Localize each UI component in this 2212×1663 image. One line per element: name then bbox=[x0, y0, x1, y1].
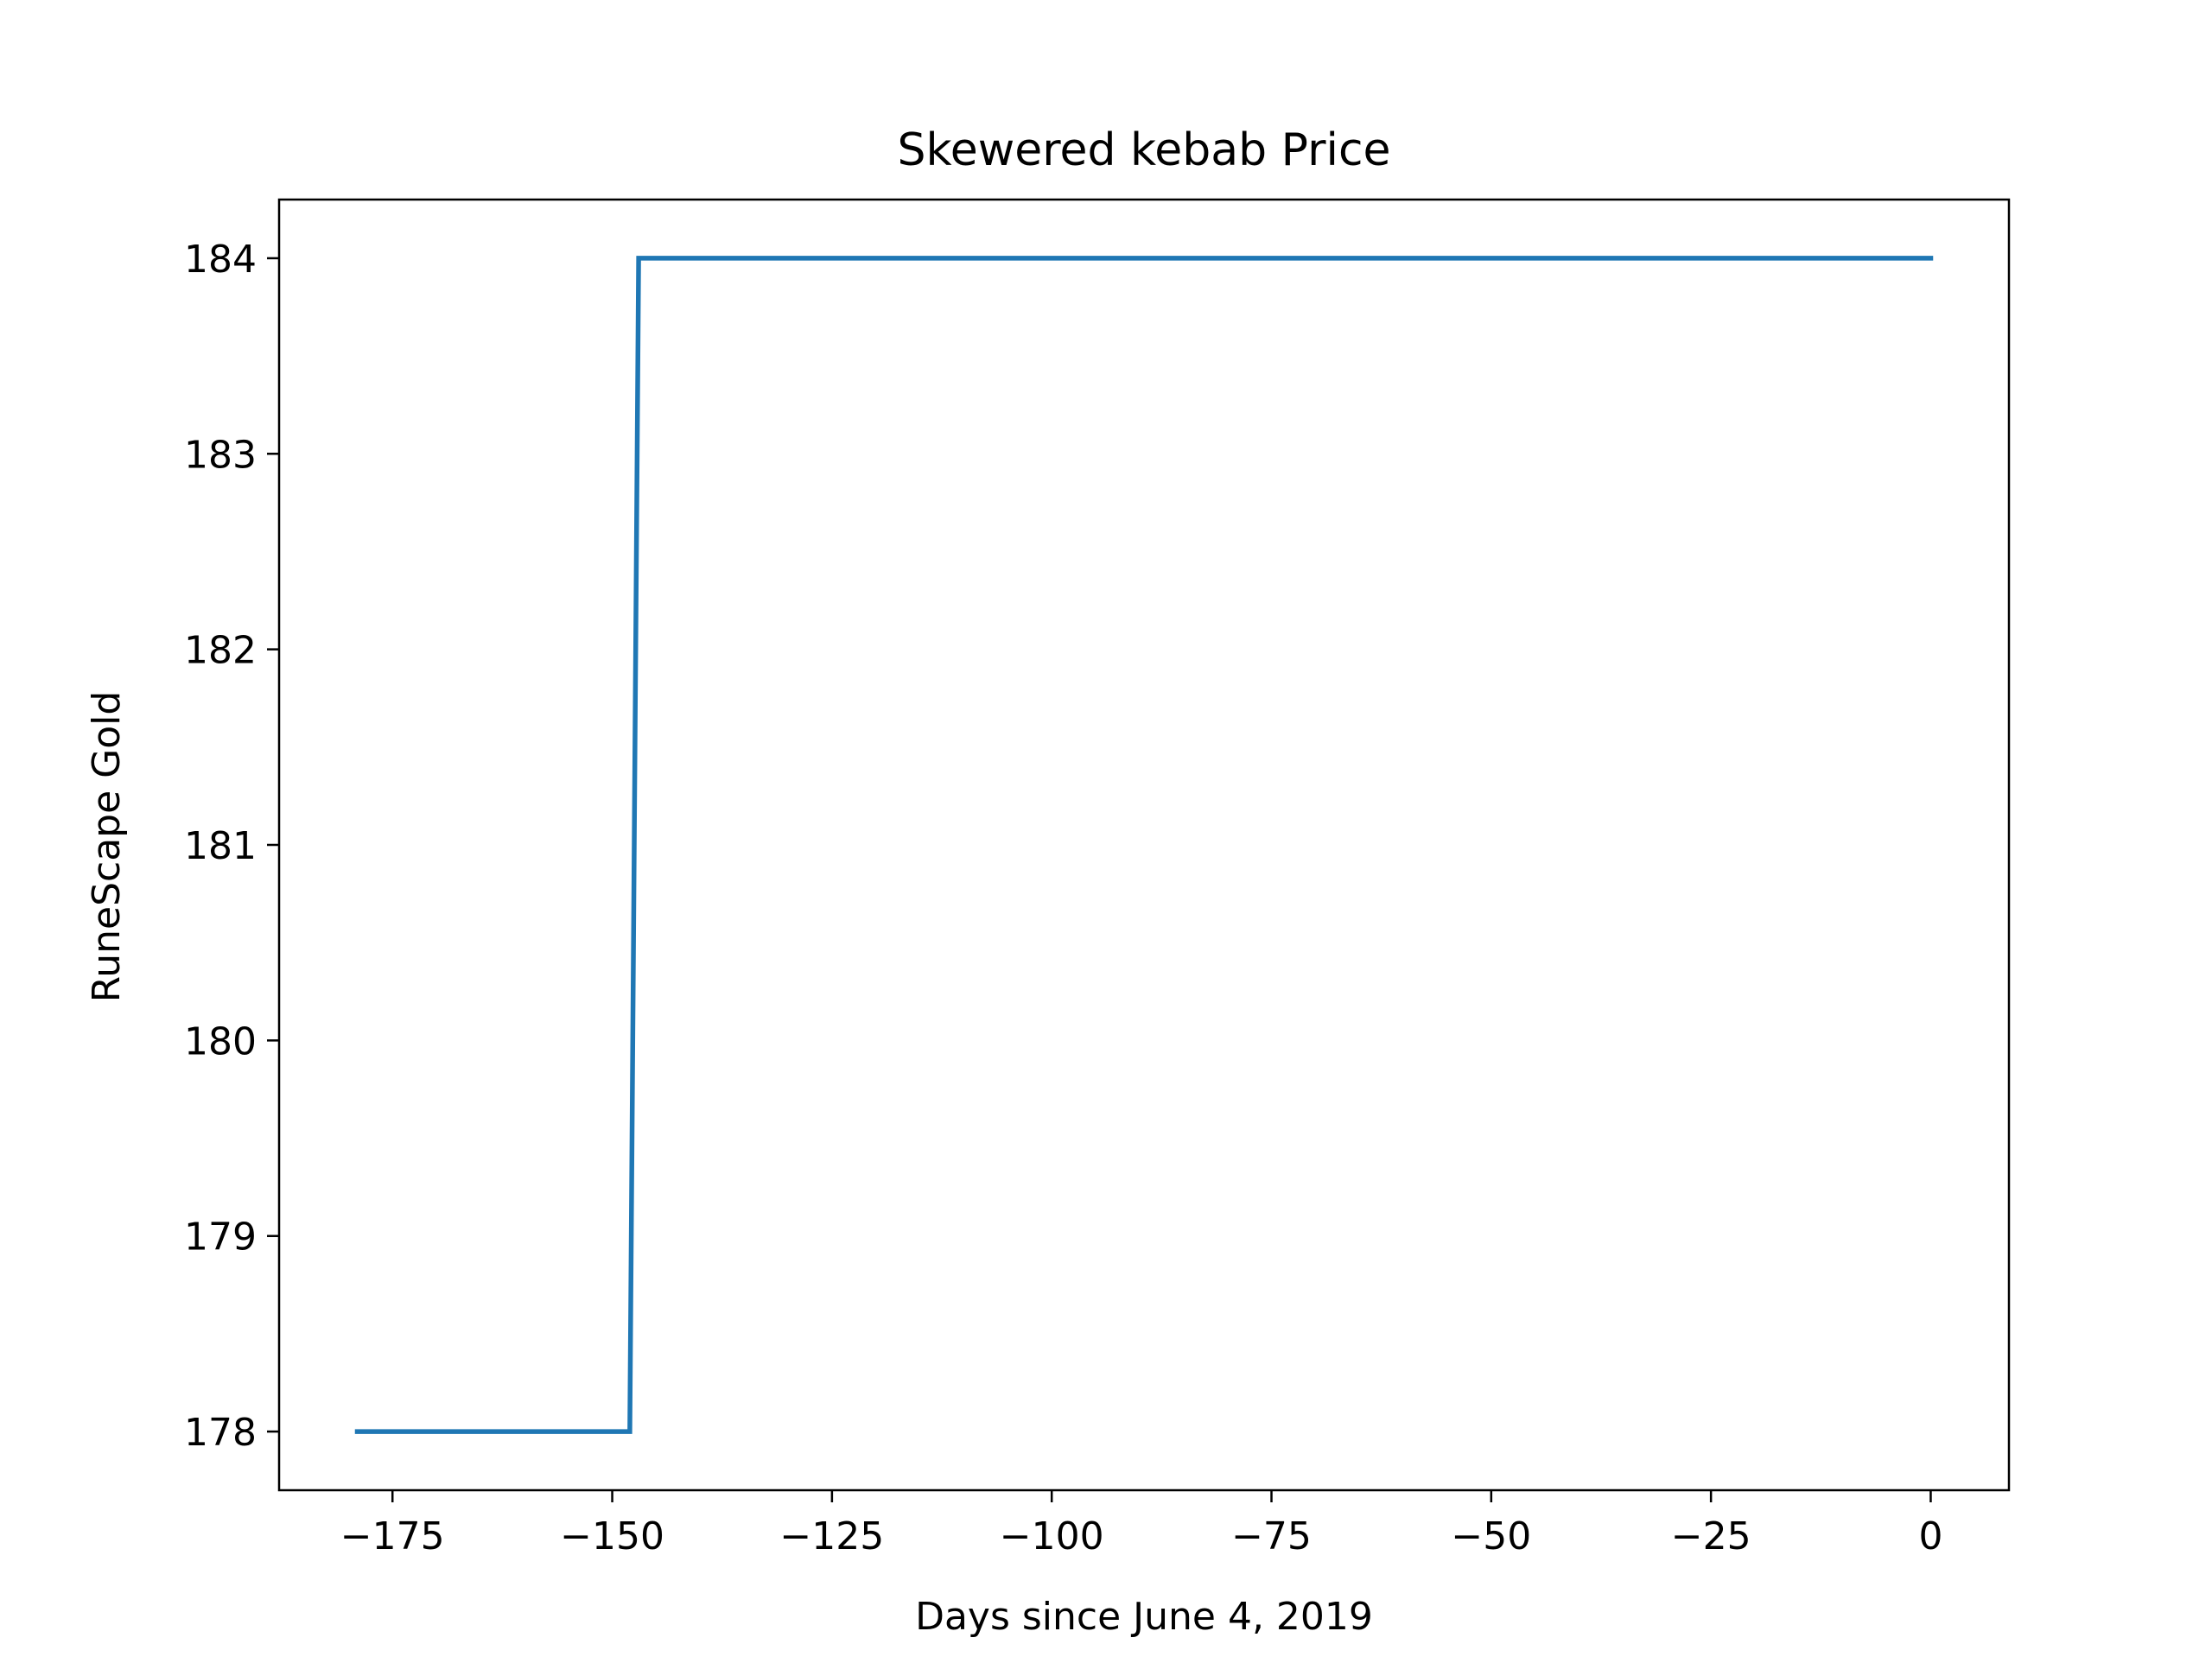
x-tick-label: −175 bbox=[340, 1514, 445, 1558]
y-tick-label: 181 bbox=[184, 824, 257, 868]
y-tick-label: 184 bbox=[184, 238, 257, 282]
y-tick-label: 179 bbox=[184, 1216, 257, 1260]
series-line-1 bbox=[354, 256, 1934, 1434]
ticks-layer: −175 −150 −125 −100 −75 −50 −25 0 178 179 180 181 18… bbox=[184, 238, 1942, 1558]
x-tick-label: 0 bbox=[1918, 1514, 1942, 1558]
y-axis-label: RuneScape Gold bbox=[85, 691, 129, 1003]
plot-area-frame bbox=[277, 198, 2011, 1492]
chart-title: Skewered kebab Price bbox=[897, 124, 1390, 176]
y-tick-label: 180 bbox=[184, 1019, 257, 1063]
y-tick-label: 178 bbox=[184, 1411, 257, 1455]
x-tick-label: −75 bbox=[1231, 1514, 1312, 1558]
x-tick-label: −50 bbox=[1451, 1514, 1531, 1558]
x-tick-label: −125 bbox=[779, 1514, 884, 1558]
y-tick-label: 183 bbox=[184, 433, 257, 477]
x-tick-label: −100 bbox=[1000, 1514, 1104, 1558]
x-axis-label: Days since June 4, 2019 bbox=[915, 1595, 1373, 1639]
series-layer bbox=[354, 256, 1934, 1434]
y-tick-label: 182 bbox=[184, 629, 257, 673]
x-tick-label: −25 bbox=[1671, 1514, 1751, 1558]
x-tick-label: −150 bbox=[560, 1514, 664, 1558]
